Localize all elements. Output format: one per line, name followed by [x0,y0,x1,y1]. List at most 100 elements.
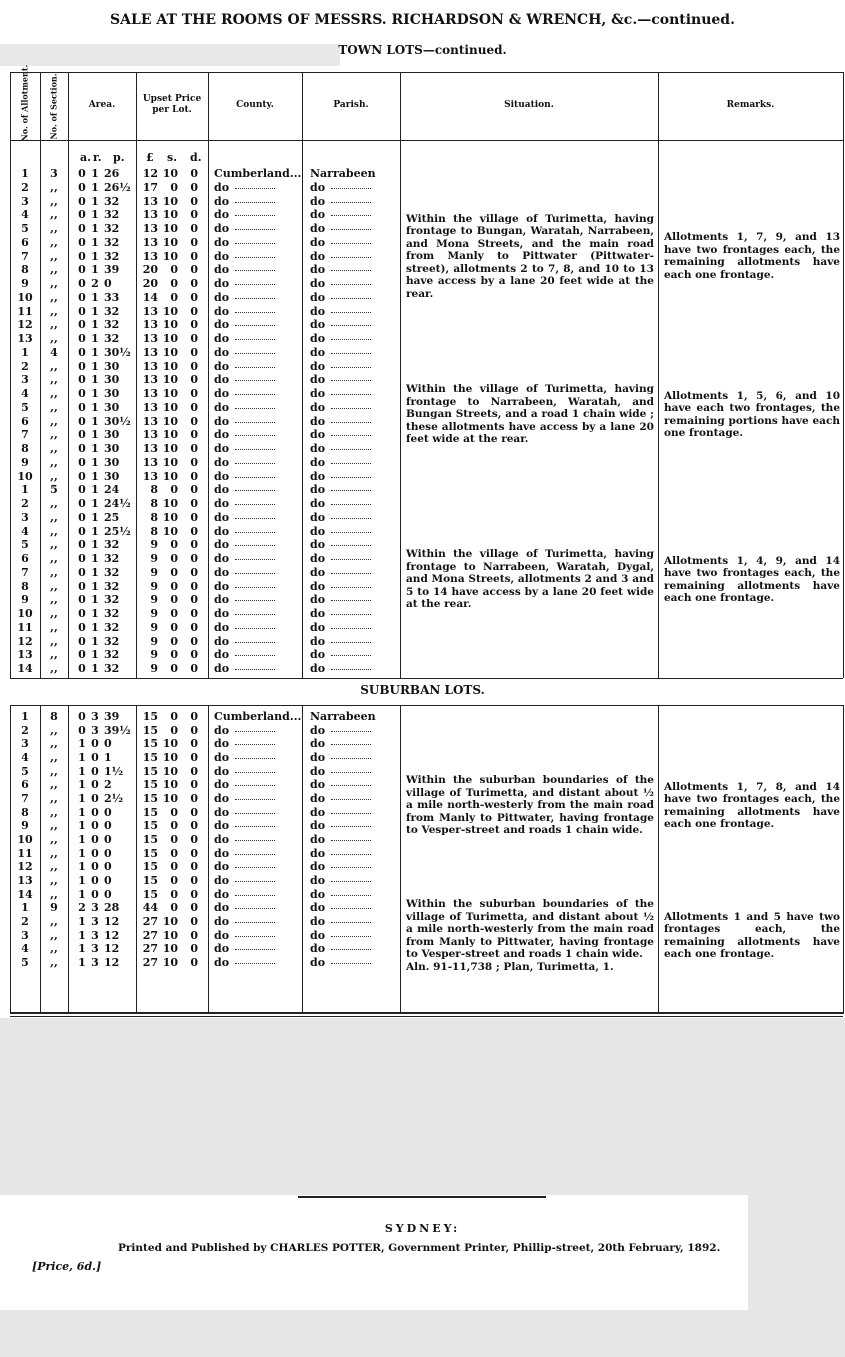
county: do [214,195,276,208]
cell: 0 [190,956,198,970]
county: do [214,593,276,606]
cell: 0 [190,833,198,847]
cell: 0 [78,620,86,634]
remarks: Allotments 1 and 5 have two frontages ea… [664,901,840,969]
cell: 0 [190,235,198,249]
cell: 0 [170,180,178,194]
cell: 13 [142,332,158,345]
parish: do [310,607,372,620]
cell: 0 [78,235,86,249]
cell: 0 [78,304,86,318]
cell: ,, [50,222,58,235]
cell: 32 [104,194,120,208]
cell: 0 [190,620,198,634]
parish: do [310,751,372,764]
cell: 1 [78,751,86,764]
parish: do [310,305,372,318]
column-header: Situation. [504,100,554,110]
cell: ,, [50,634,58,648]
county: do [214,497,276,510]
cell: 10 [162,249,178,263]
cell: 10 [162,304,178,318]
cell: 0 [78,373,86,387]
cell: 0 [190,455,198,469]
cell: 0 [190,359,198,373]
cell: 0 [170,874,178,888]
county: do [214,915,276,928]
cell: 0 [190,318,198,332]
cell: 1 [91,634,99,648]
rule [302,72,303,678]
county: do [214,415,276,428]
cell: 0 [91,874,99,888]
rule [10,140,843,141]
cell: ,, [50,524,58,538]
cell: 1 [91,620,99,634]
county: do [214,387,276,400]
cell: 17 [142,180,158,194]
cell: 1 [91,249,99,263]
parish: do [310,332,372,345]
cell: 8 [21,263,29,277]
cell: 11 [17,304,33,318]
cell: 3 [21,373,29,387]
cell: 0 [91,846,99,860]
cell: ,, [50,497,58,510]
parish: do [310,929,372,942]
cell: 0 [170,805,178,819]
cell: 3 [21,928,29,942]
cell: 39 [104,263,120,277]
cell: 10 [162,318,178,332]
county: do [214,566,276,579]
cell: 1 [91,235,99,249]
cell: ,, [50,928,58,942]
cell: 10 [162,400,178,414]
county: do [214,470,276,483]
cell: 13 [142,387,158,400]
unit-label: a. [80,151,91,164]
cell: 0 [78,400,86,414]
cell: 13 [142,428,158,442]
cell: 3 [91,723,99,737]
cell: 10 [162,778,178,792]
cell: 1 [91,483,99,497]
footer-rule [298,1196,546,1198]
cell: 1 [78,915,86,929]
cell: 0 [78,648,86,662]
cell: 14 [17,887,33,901]
county: do [214,511,276,524]
cell: 26 [104,167,120,180]
title: SALE AT THE ROOMS OF MESSRS. RICHARDSON … [110,12,735,28]
parish: do [310,401,372,414]
cell: 0 [78,593,86,607]
cell: 9 [150,579,158,593]
cell: 0 [170,579,178,593]
parish: do [310,580,372,593]
cell: 0 [78,345,86,359]
county: do [214,580,276,593]
cell: ,, [50,833,58,847]
parish: Narrabeen [310,167,376,180]
cell: 10 [17,833,33,847]
county: do [214,346,276,359]
cell: 0 [78,359,86,373]
cell: 0 [190,565,198,579]
cell: 0 [170,710,178,723]
cell: ,, [50,648,58,662]
cell: ,, [50,387,58,400]
section-heading: SUBURBAN LOTS. [360,683,485,697]
situation: Within the suburban boundaries of the vi… [406,898,654,973]
cell: 1 [91,332,99,345]
cell: 0 [190,332,198,345]
cell: 5 [21,400,29,414]
cell: 0 [91,792,99,806]
column-header: Area. [88,100,116,110]
cell: 0 [104,874,112,888]
cell: 1 [91,469,99,483]
county: do [214,208,276,221]
cell: 0 [190,792,198,806]
cell: 2 [104,778,112,792]
rule [136,72,137,678]
rule [136,705,137,1014]
cell: 32 [104,249,120,263]
